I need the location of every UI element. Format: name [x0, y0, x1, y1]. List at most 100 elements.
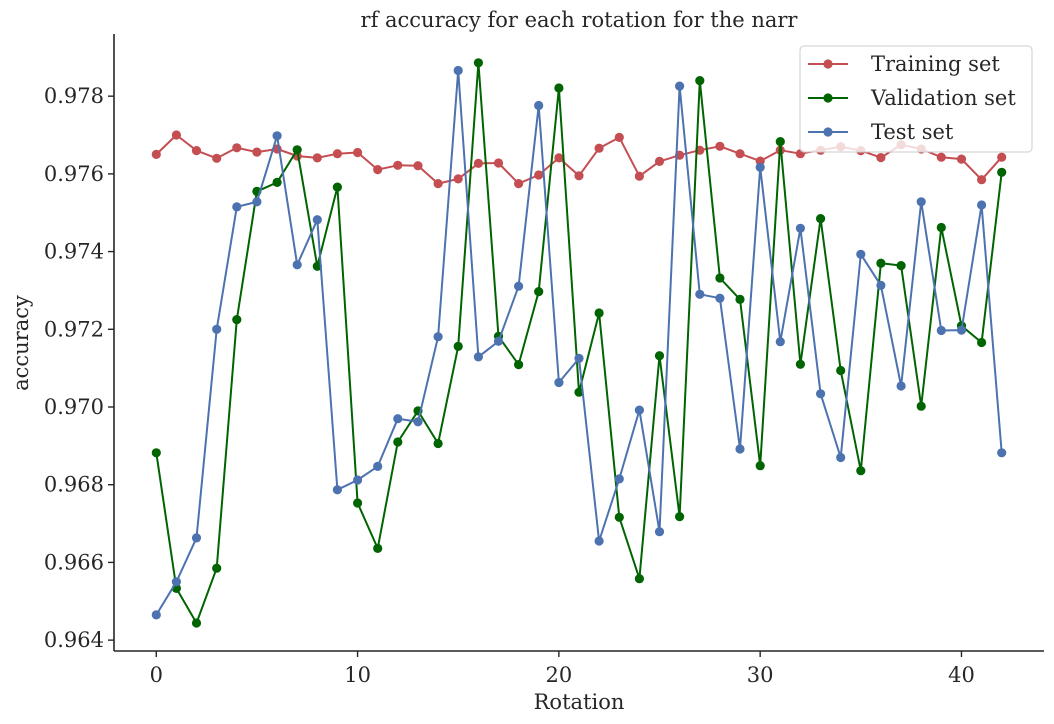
- data-point: [413, 417, 423, 427]
- data-point: [353, 498, 363, 508]
- data-point: [574, 171, 584, 181]
- plot-area: [151, 58, 1007, 628]
- data-point: [151, 149, 161, 159]
- data-point: [695, 76, 705, 86]
- data-point: [634, 171, 645, 181]
- data-point: [977, 175, 987, 185]
- data-point: [614, 474, 624, 484]
- data-point: [534, 100, 544, 111]
- data-point: [594, 143, 604, 153]
- data-point: [634, 574, 645, 584]
- data-point: [212, 563, 222, 573]
- data-point: [735, 444, 745, 454]
- data-point: [514, 360, 524, 370]
- x-tick-label: 10: [344, 663, 371, 687]
- y-tick-label: 0.976: [44, 162, 104, 186]
- data-point: [312, 215, 322, 225]
- data-point: [212, 324, 222, 334]
- data-point: [554, 83, 564, 93]
- data-point: [332, 485, 342, 495]
- data-point: [816, 389, 826, 399]
- data-point: [775, 137, 785, 147]
- y-tick-label: 0.974: [44, 240, 104, 264]
- data-point: [755, 162, 765, 172]
- data-point: [614, 132, 624, 142]
- legend-item-3: Test set: [808, 120, 954, 144]
- data-point: [574, 353, 584, 363]
- data-point: [393, 437, 403, 447]
- x-tick-label: 0: [150, 663, 163, 687]
- data-point: [654, 351, 665, 361]
- data-point: [191, 618, 202, 628]
- legend-label: Validation set: [870, 86, 1016, 110]
- data-point: [896, 381, 906, 391]
- series-3: [151, 65, 1007, 620]
- data-point: [594, 536, 604, 546]
- data-point: [795, 359, 806, 369]
- x-axis-ticks: 0 10 20 30 40: [150, 651, 975, 687]
- data-point: [453, 65, 463, 76]
- legend: Training set Validation set Test set: [799, 45, 1033, 153]
- data-point: [292, 260, 302, 270]
- data-point: [614, 512, 624, 522]
- data-point: [534, 287, 544, 297]
- data-point: [775, 337, 785, 347]
- data-point: [514, 179, 524, 189]
- chart-title: rf accuracy for each rotation for the na…: [361, 8, 799, 32]
- data-point: [312, 153, 322, 163]
- legend-item-1: Training set: [808, 52, 1000, 76]
- data-point: [493, 336, 504, 346]
- data-point: [977, 337, 987, 348]
- data-point: [856, 466, 866, 476]
- data-point: [654, 527, 665, 537]
- legend-item-2: Validation set: [808, 86, 1016, 110]
- legend-marker: [823, 93, 833, 103]
- data-point: [936, 325, 946, 336]
- data-point: [393, 414, 403, 424]
- data-point: [373, 165, 383, 175]
- data-point: [373, 461, 383, 471]
- legend-frame: [799, 45, 1033, 153]
- y-tick-label: 0.978: [44, 84, 104, 108]
- x-tick-label: 30: [747, 663, 774, 687]
- data-point: [735, 149, 745, 159]
- data-point: [675, 81, 685, 91]
- data-point: [514, 281, 524, 291]
- data-point: [232, 143, 242, 153]
- data-point: [453, 341, 463, 351]
- data-point: [473, 158, 483, 168]
- axes: [113, 34, 1044, 652]
- x-tick-label: 40: [948, 663, 975, 687]
- data-point: [252, 197, 262, 207]
- data-point: [856, 249, 866, 259]
- data-point: [212, 153, 222, 163]
- data-point: [876, 280, 886, 290]
- data-point: [332, 149, 342, 159]
- data-point: [353, 147, 363, 158]
- data-point: [876, 258, 886, 268]
- data-point: [594, 308, 604, 318]
- data-point: [695, 289, 705, 299]
- data-point: [413, 161, 423, 171]
- data-point: [836, 365, 846, 376]
- y-tick-label: 0.966: [44, 550, 104, 574]
- data-point: [353, 475, 363, 485]
- data-point: [151, 610, 161, 620]
- data-point: [956, 325, 967, 335]
- data-point: [292, 145, 302, 155]
- legend-marker: [823, 59, 833, 69]
- data-point: [916, 197, 926, 207]
- data-point: [272, 177, 282, 187]
- data-point: [493, 158, 504, 168]
- data-point: [191, 146, 202, 156]
- data-point: [473, 58, 483, 68]
- data-point: [816, 214, 826, 224]
- data-point: [715, 293, 725, 303]
- data-point: [232, 202, 242, 212]
- legend-label: Test set: [871, 120, 954, 144]
- data-point: [191, 533, 202, 543]
- data-point: [433, 438, 443, 449]
- data-point: [896, 261, 906, 271]
- data-point: [997, 152, 1007, 162]
- data-point: [252, 147, 262, 157]
